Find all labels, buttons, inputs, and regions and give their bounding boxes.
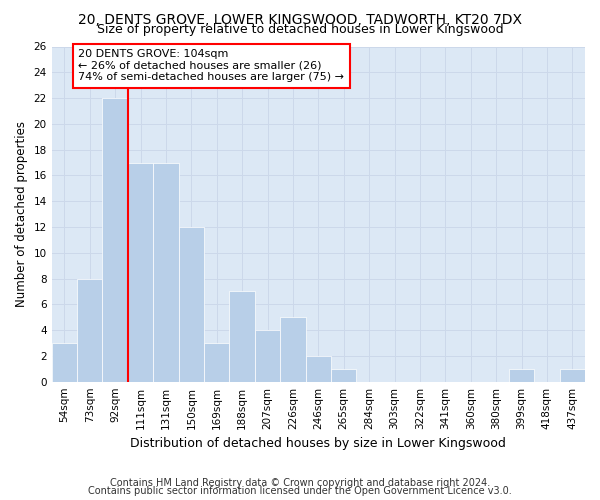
Text: Contains public sector information licensed under the Open Government Licence v3: Contains public sector information licen… (88, 486, 512, 496)
Bar (255, 330, 280, 382)
Bar (77, 278, 103, 382)
Bar (52, 343, 77, 382)
Text: Size of property relative to detached houses in Lower Kingswood: Size of property relative to detached ho… (97, 22, 503, 36)
Bar (128, 162, 153, 382)
Bar (280, 317, 305, 382)
X-axis label: Distribution of detached houses by size in Lower Kingswood: Distribution of detached houses by size … (130, 437, 506, 450)
Bar (103, 98, 128, 382)
Bar (509, 369, 534, 382)
Text: 20 DENTS GROVE: 104sqm
← 26% of detached houses are smaller (26)
74% of semi-det: 20 DENTS GROVE: 104sqm ← 26% of detached… (79, 49, 344, 82)
Bar (179, 227, 204, 382)
Text: 20, DENTS GROVE, LOWER KINGSWOOD, TADWORTH, KT20 7DX: 20, DENTS GROVE, LOWER KINGSWOOD, TADWOR… (78, 12, 522, 26)
Text: Contains HM Land Registry data © Crown copyright and database right 2024.: Contains HM Land Registry data © Crown c… (110, 478, 490, 488)
Bar (560, 369, 585, 382)
Bar (229, 292, 255, 382)
Bar (204, 343, 229, 382)
Bar (153, 162, 179, 382)
Bar (305, 356, 331, 382)
Bar (331, 369, 356, 382)
Y-axis label: Number of detached properties: Number of detached properties (15, 121, 28, 307)
